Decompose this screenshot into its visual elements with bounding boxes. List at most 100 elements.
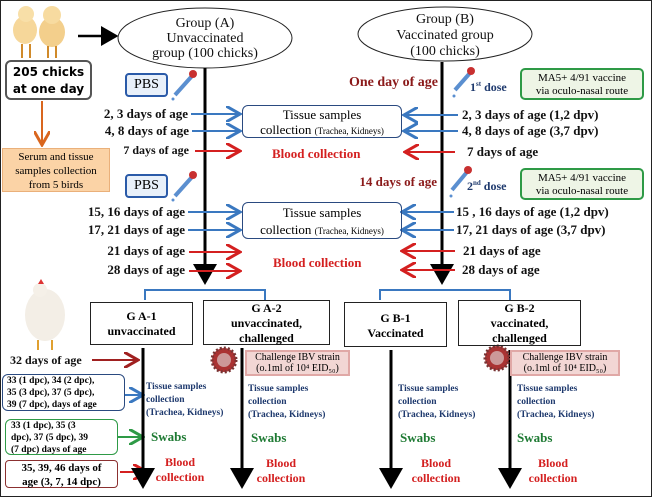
vaccine-line1: MA5+ 4/91 vaccine — [537, 72, 627, 84]
group-a-row: 7 days of age — [123, 143, 189, 157]
subgroup-gb2: G B-2 vaccinated, challenged — [458, 300, 581, 346]
subgroup-desc: challenged — [492, 331, 547, 345]
vaccine-line1: MA5+ 4/91 vaccine — [537, 172, 627, 184]
vaccine-box: MA5+ 4/91 vaccine via oculo-nasal route — [520, 68, 644, 100]
group-a-title: Group (A) Unvaccinated group (100 chicks) — [148, 16, 262, 61]
tissue-line: (Trachea, Kidneys) — [398, 410, 476, 420]
tissue-organs: (Trachea, Kidneys) — [314, 126, 384, 136]
tissue-line: Tissue samples — [398, 384, 459, 394]
tissue-line: collection — [248, 397, 287, 407]
tissue-line: Tissue samples — [517, 384, 578, 394]
group-a-line1: Group (A) — [175, 16, 235, 31]
tissue-line: (Trachea, Kidneys) — [146, 408, 224, 418]
challenge-line2: (o.1ml of 10⁴ EID₅₀) — [256, 363, 339, 374]
tissue-line2: collection — [260, 122, 312, 137]
tissue-line: collection — [517, 397, 556, 407]
dropper-icon — [449, 166, 472, 198]
swab-days-line: 33 (1 dpc), 35 (3 — [11, 421, 76, 431]
tissue-line: (Trachea, Kidneys) — [517, 410, 595, 420]
blood-line: collection — [411, 471, 461, 485]
pbs-badge: PBS — [125, 174, 168, 198]
dose1-label: 1st dose — [470, 80, 507, 94]
blood-label: Blood collection — [150, 455, 210, 485]
challenge-line1: Challenge IBV strain — [255, 352, 340, 363]
group-a-row: 4, 8 days of age — [104, 123, 189, 138]
tissue-collection-box: Tissue samples collection (Trachea, Kidne… — [242, 105, 402, 138]
tissue-line: collection — [398, 397, 437, 407]
challenge-box: Challenge IBV strain (o.1ml of 10⁴ EID₅₀) — [245, 350, 350, 376]
group-a-row: 17, 21 days of age — [87, 222, 185, 237]
tissue-collection-box: Tissue samples collection (Trachea, Kidne… — [242, 202, 402, 239]
dropper-icon — [171, 70, 197, 101]
subgroup-ga2: G A-2 unvaccinated, challenged — [203, 300, 330, 345]
dose2-day: 14 days of age — [359, 174, 437, 189]
blood-collection-label: Blood collection — [272, 146, 361, 161]
group-a-row: 15, 16 days of age — [87, 204, 185, 219]
tissue-label: Tissue samples collection (Trachea, Kidney… — [398, 383, 475, 422]
group-b-row: 4, 8 days of age (3,7 dpv) — [462, 123, 599, 138]
tissue-label: Tissue samples collection (Trachea, Kidney… — [517, 383, 594, 422]
tissue-line: (Trachea, Kidneys) — [248, 410, 326, 420]
tissue-days-line: 33 (1 dpc), 34 (2 dpc), — [7, 376, 95, 386]
tissue-line1: Tissue samples — [282, 205, 362, 220]
virus-icon — [210, 346, 238, 374]
group-b-ellipse — [357, 6, 533, 62]
blood-label: Blood collection — [406, 456, 466, 486]
blood-line: collection — [256, 471, 306, 485]
blood-label: Blood collection — [523, 456, 583, 486]
swab-days-line: dpc), 37 (5 dpc), 39 — [11, 433, 89, 443]
group-b-row: 17, 21 days of age (3,7 dpv) — [456, 222, 606, 237]
tissue-line2: collection — [260, 222, 312, 237]
count-line2: at one day — [12, 82, 85, 96]
tissue-line: Tissue samples — [248, 384, 309, 394]
chick-image — [13, 6, 65, 58]
dropper-icon — [171, 171, 197, 202]
swabs-label: Swabs — [251, 430, 287, 445]
blood-line: Blood — [164, 455, 195, 469]
blood-line: collection — [528, 471, 578, 485]
subgroup-desc: unvaccinated — [107, 324, 176, 338]
tissue-line1: Tissue samples — [282, 107, 362, 122]
count-line1: 205 chicks — [12, 65, 85, 79]
baseline-line3: from 5 birds — [28, 179, 84, 191]
subgroup-ga1: G A-1 unvaccinated — [90, 302, 193, 345]
blood-line: collection — [155, 470, 205, 484]
blood-days-line: 35, 39, 46 days of — [21, 462, 102, 474]
baseline-line2: samples collection — [15, 165, 97, 177]
group-b-line2: Vaccinated group — [396, 28, 494, 43]
group-a-row: 2, 3 days of age — [103, 106, 188, 121]
blood-collection-label: Blood collection — [273, 255, 362, 270]
group-b-title: Group (B) Vaccinated group (100 chicks) — [385, 12, 505, 60]
vaccine-line2: via oculo-nasal route — [535, 185, 629, 197]
swab-days-line: (7 dpc) days of age — [11, 445, 87, 455]
baseline-sample-box: Serum and tissue samples collection from 5… — [2, 148, 110, 192]
blood-label: Blood collection — [251, 456, 311, 486]
swab-days-box: 33 (1 dpc), 35 (3 dpc), 37 (5 dpc), 39 (7 … — [5, 419, 118, 455]
vaccine-line2: via oculo-nasal route — [535, 85, 629, 97]
tissue-label: Tissue samples collection (Trachea, Kidney… — [146, 381, 223, 420]
group-a-row: 28 days of age — [107, 262, 185, 277]
group-b-row: 28 days of age — [462, 262, 540, 277]
subgroup-desc: unvaccinated, — [230, 316, 302, 330]
subgroup-desc: Vaccinated — [367, 326, 424, 340]
challenge-box: Challenge IBV strain (o.1ml of 10⁴ EID₅₀) — [510, 350, 620, 376]
pbs-badge: PBS — [125, 73, 168, 97]
group-b-line3: (100 chicks) — [410, 44, 480, 59]
swabs-label: Swabs — [151, 429, 187, 444]
subgroup-desc: challenged — [239, 331, 294, 345]
blood-line: Blood — [537, 456, 568, 470]
dose2-label: 2nd dose — [467, 179, 507, 193]
swabs-label: Swabs — [400, 430, 436, 445]
challenge-line2: (o.1ml of 10⁴ EID₅₀) — [523, 363, 607, 374]
tissue-days-box: 33 (1 dpc), 34 (2 dpc), 35 (3 dpc), 37 (5… — [2, 374, 125, 411]
subgroup-gb1: G B-1 Vaccinated — [344, 302, 447, 347]
group-b-row: 7 days of age — [467, 144, 539, 159]
day-32-label: 32 days of age — [10, 353, 82, 367]
tissue-days-line: 39 (7 dpc), days of age — [7, 400, 97, 410]
vaccine-box: MA5+ 4/91 vaccine via oculo-nasal route — [520, 168, 644, 200]
baseline-line1: Serum and tissue — [18, 151, 94, 163]
group-b-row: 21 days of age — [463, 243, 541, 258]
start-count-box: 205 chicks at one day — [5, 60, 92, 100]
